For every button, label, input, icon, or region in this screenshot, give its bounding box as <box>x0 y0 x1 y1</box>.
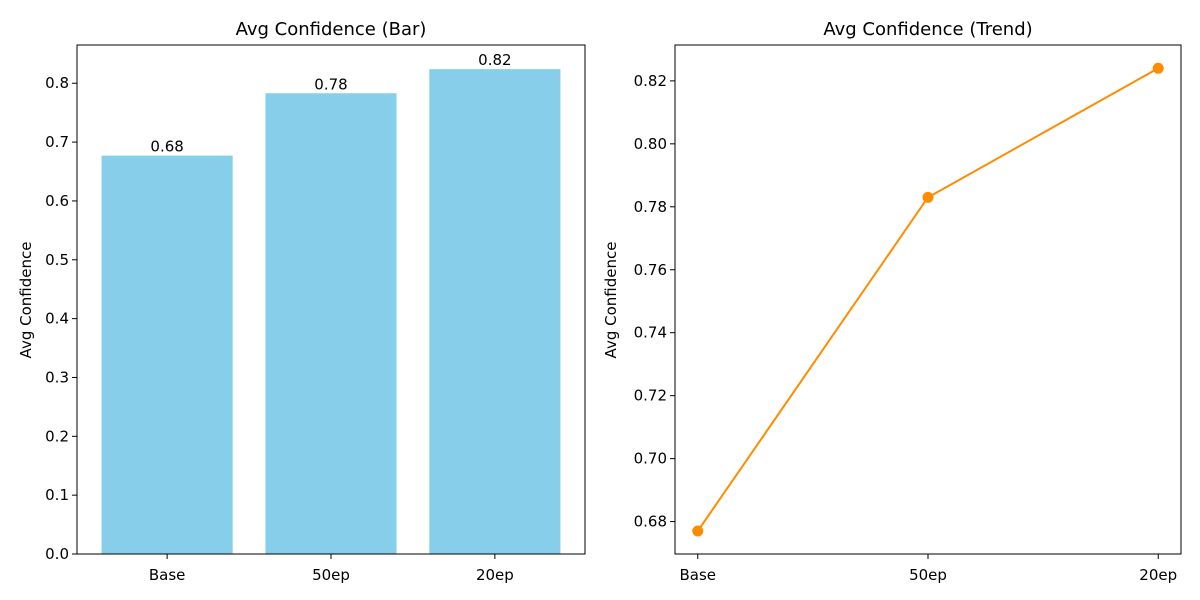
trend-line <box>696 67 1159 532</box>
bar-value-label: 0.68 <box>150 138 183 156</box>
bar-y-tick-label: 0.3 <box>45 368 69 386</box>
line-x-tick-label: Base <box>680 566 717 584</box>
line-x-axis-ticks: Base 50ep 20ep <box>680 554 1177 584</box>
line-y-axis-ticks: 0.68 0.70 0.72 0.74 0.76 0.78 0.80 0.82 <box>634 72 675 531</box>
bar-value-label: 0.78 <box>314 75 347 93</box>
bar-x-tick-label: Base <box>149 566 186 584</box>
bar-plot-frame <box>76 44 586 555</box>
line-y-tick-label: 0.82 <box>634 72 667 90</box>
line-y-tick-label: 0.78 <box>634 198 667 216</box>
bar-x-tick-label: 50ep <box>312 566 350 584</box>
bar-y-axis-ticks: 0.0 0.1 0.2 0.3 0.4 0.5 0.6 0.7 0.8 <box>45 74 77 563</box>
bar <box>265 93 397 555</box>
bar-y-tick-label: 0.6 <box>45 192 69 210</box>
line-y-tick-label: 0.68 <box>634 513 667 531</box>
bar-y-tick-label: 0.7 <box>45 133 69 151</box>
line-x-tick-label: 20ep <box>1139 566 1177 584</box>
bar-y-tick-label: 0.5 <box>45 251 69 269</box>
bar-y-tick-label: 0.2 <box>45 427 69 445</box>
line-chart: Avg Confidence (Trend) Avg Confidence 0.… <box>602 19 1182 584</box>
bar-y-tick-label: 0.8 <box>45 74 69 92</box>
bar-chart-ylabel: Avg Confidence <box>17 242 35 359</box>
trend-point <box>1152 62 1164 74</box>
line-x-tick-label: 50ep <box>909 566 947 584</box>
bar-x-axis-ticks: Base 50ep 20ep <box>149 554 514 584</box>
line-y-tick-label: 0.76 <box>634 261 667 279</box>
bar-y-tick-label: 0.0 <box>45 545 69 563</box>
trend-point <box>922 191 934 203</box>
bar-y-tick-label: 0.4 <box>45 310 69 328</box>
line-y-tick-label: 0.80 <box>634 135 667 153</box>
line-chart-ylabel: Avg Confidence <box>602 242 620 359</box>
bar-marks: 0.68 0.78 0.82 <box>101 51 561 555</box>
line-marks <box>692 62 1164 537</box>
bar-chart: Avg Confidence (Bar) Avg Confidence 0.68… <box>17 19 586 584</box>
bar-y-tick-label: 0.1 <box>45 486 69 504</box>
bar-x-tick-label: 20ep <box>476 566 514 584</box>
line-y-tick-label: 0.70 <box>634 450 667 468</box>
bar <box>429 69 561 555</box>
line-y-tick-label: 0.74 <box>634 324 667 342</box>
bar-value-label: 0.82 <box>478 51 511 69</box>
line-chart-title: Avg Confidence (Trend) <box>823 19 1032 40</box>
bar-chart-title: Avg Confidence (Bar) <box>236 19 427 40</box>
bar <box>101 155 233 554</box>
line-y-tick-label: 0.72 <box>634 387 667 405</box>
line-plot-frame <box>674 44 1182 555</box>
trend-point <box>692 525 704 537</box>
